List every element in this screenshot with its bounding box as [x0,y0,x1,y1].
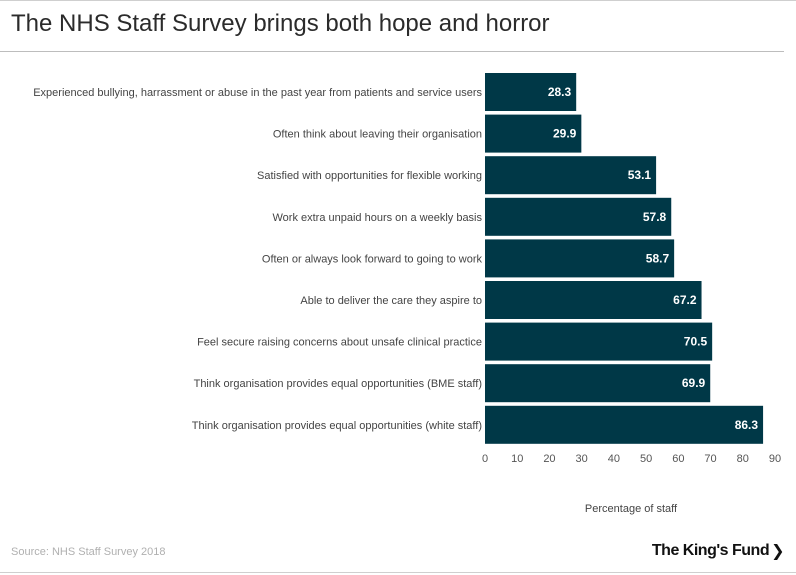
bar [485,364,711,403]
x-tick-label: 10 [511,453,523,465]
category-label: Think organisation provides equal opport… [192,420,482,432]
bar [485,322,713,361]
x-tick-label: 60 [672,453,684,465]
x-axis-ticks: 0 10 20 30 40 50 60 70 80 90 [482,453,781,465]
bar [485,239,675,278]
title-divider [0,51,784,52]
bar [485,197,672,236]
bar-chart: Experienced bullying, harrassment or abu… [33,73,781,515]
top-rule [0,0,796,1]
bottom-rule [0,572,796,573]
bar-value-label: 58.7 [646,251,670,265]
bar-value-labels: 28.3 29.9 53.1 57.8 58.7 67.2 70.5 69.9 86.3 [548,85,759,432]
bar-value-label: 53.1 [628,168,652,182]
source-note: Source: NHS Staff Survey 2018 [11,546,166,558]
x-tick-label: 40 [608,453,620,465]
category-label: Able to deliver the care they aspire to [300,295,482,307]
page-title: The NHS Staff Survey brings both hope an… [11,10,550,37]
bar-value-label: 67.2 [673,293,697,307]
bar [485,405,764,444]
x-tick-label: 80 [737,453,749,465]
x-tick-label: 0 [482,453,488,465]
brand-name: The King's Fund [651,542,770,559]
x-tick-label: 70 [704,453,716,465]
category-label: Often think about leaving their organisa… [273,129,482,141]
bar [485,281,702,319]
bar [485,114,582,153]
bar-value-label: 29.9 [553,127,577,141]
bar [485,73,577,111]
bars [485,73,764,444]
x-axis-label: Percentage of staff [585,503,678,515]
bar-value-label: 69.9 [682,376,706,390]
bar-value-label: 70.5 [684,335,708,349]
bar [485,156,657,195]
bar-value-label: 57.8 [643,210,667,224]
x-tick-label: 20 [543,453,555,465]
chevron-right-icon: ❯ [771,543,784,560]
x-tick-label: 50 [640,453,652,465]
category-label: Think organisation provides equal opport… [194,378,482,390]
x-tick-label: 90 [769,453,781,465]
bar-value-label: 86.3 [735,418,759,432]
category-label: Experienced bullying, harrassment or abu… [33,87,482,99]
bar-value-label: 28.3 [548,85,572,99]
brand-logo: The King's Fund ❯ [651,541,785,561]
category-label: Work extra unpaid hours on a weekly basi… [272,212,482,224]
x-tick-label: 30 [576,453,588,465]
category-label: Satisfied with opportunities for flexibl… [257,170,482,182]
category-labels: Experienced bullying, harrassment or abu… [33,87,482,432]
category-label: Often or always look forward to going to… [262,253,483,265]
category-label: Feel secure raising concerns about unsaf… [197,337,482,349]
